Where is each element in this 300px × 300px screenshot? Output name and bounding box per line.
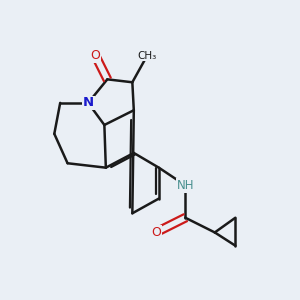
Text: O: O xyxy=(151,226,161,239)
Text: N: N xyxy=(82,96,94,110)
Text: CH₃: CH₃ xyxy=(137,51,157,61)
Text: O: O xyxy=(91,49,100,62)
Text: NH: NH xyxy=(177,179,194,192)
